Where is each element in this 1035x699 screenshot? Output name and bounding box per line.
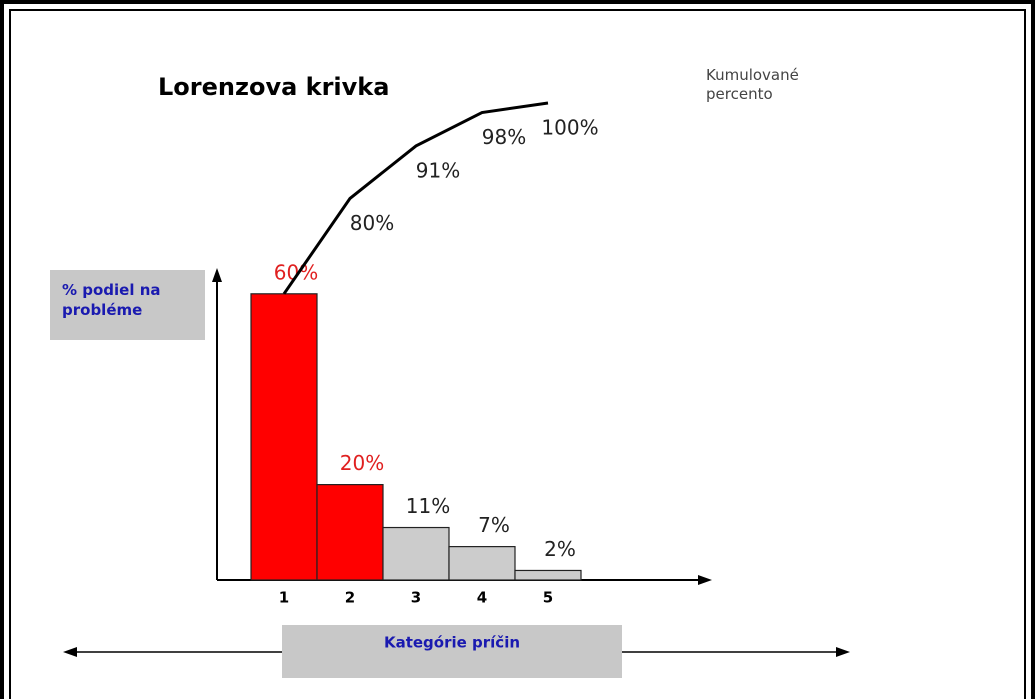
x-label-box [282,625,622,678]
chart-title: Lorenzova krivka [158,73,389,101]
bar-label: 7% [478,513,510,537]
range-arrow-right [836,647,850,657]
bar-label: 11% [406,494,450,518]
frame-inner [9,9,1026,699]
x-axis-label: Kategórie príčin [384,634,520,652]
x-arrow [698,575,712,585]
cumulative-label: 98% [482,125,526,149]
bar-label: 2% [544,537,576,561]
y-axis-label: % podiel na probléme [50,270,205,340]
bar-label: 20% [340,451,384,475]
x-tick-label: 1 [279,589,289,607]
bar [382,526,450,581]
bar [514,569,582,581]
cumulative-label: 100% [541,116,598,140]
annotation: Kumulované percento [706,66,799,103]
cumulative-label: 80% [350,211,394,235]
y-arrow [212,268,222,282]
bar-label: 60% [274,260,318,284]
range-arrow-left [63,647,77,657]
cumulative-line [282,101,549,295]
x-tick-label: 3 [411,589,421,607]
bar [448,546,516,581]
x-tick-label: 4 [477,589,487,607]
x-tick-label: 2 [345,589,355,607]
cumulative-label: 91% [416,158,460,182]
bar [316,484,384,581]
bar [250,293,318,581]
x-tick-label: 5 [543,589,553,607]
